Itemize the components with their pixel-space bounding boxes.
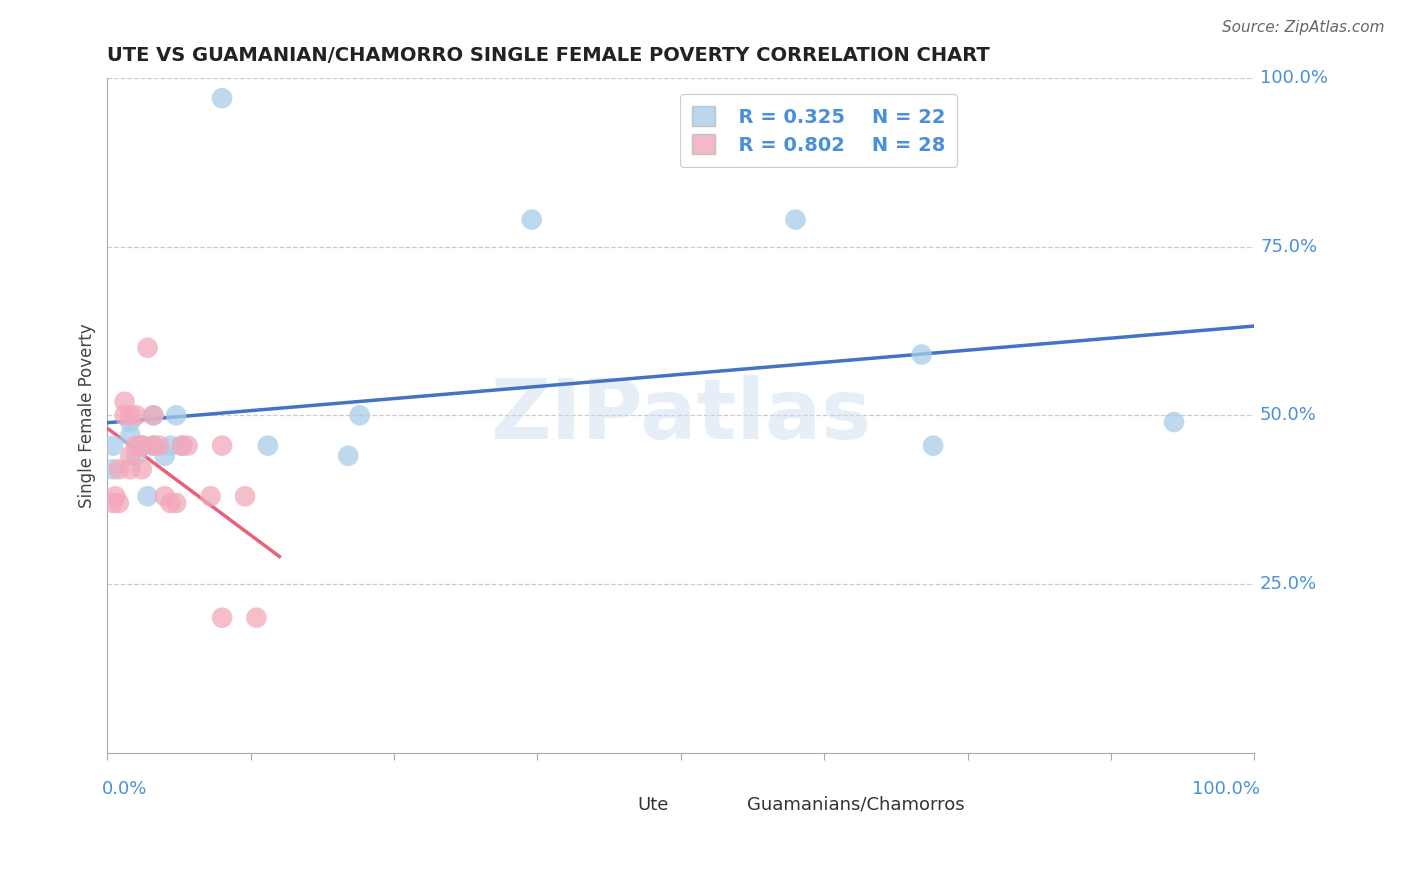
Point: [159, 439, 181, 453]
Point: [136, 341, 159, 355]
Point: [349, 409, 371, 423]
Y-axis label: Single Female Poverty: Single Female Poverty: [79, 323, 96, 508]
Point: [337, 449, 360, 463]
FancyBboxPatch shape: [589, 790, 636, 819]
Text: 25.0%: 25.0%: [1260, 575, 1317, 593]
Point: [120, 415, 142, 429]
Point: [131, 439, 153, 453]
Point: [131, 439, 153, 453]
Point: [170, 439, 193, 453]
Point: [170, 439, 193, 453]
Point: [120, 409, 142, 423]
Text: ZIPatlas: ZIPatlas: [491, 375, 872, 456]
Point: [165, 409, 187, 423]
Point: [211, 91, 233, 105]
Text: 75.0%: 75.0%: [1260, 237, 1317, 256]
Point: [108, 496, 131, 510]
Text: 0.0%: 0.0%: [101, 780, 148, 797]
Point: [153, 449, 176, 463]
Legend:   R = 0.325    N = 22,   R = 0.802    N = 28: R = 0.325 N = 22, R = 0.802 N = 28: [681, 95, 957, 167]
Text: Source: ZipAtlas.com: Source: ZipAtlas.com: [1222, 20, 1385, 35]
Point: [136, 489, 159, 503]
Point: [153, 489, 176, 503]
Point: [142, 439, 165, 453]
Point: [233, 489, 256, 503]
Point: [1163, 415, 1185, 429]
Point: [245, 611, 267, 625]
Point: [142, 409, 165, 423]
Point: [104, 489, 127, 503]
Point: [101, 496, 124, 510]
Text: Ute: Ute: [637, 796, 669, 814]
Text: 100.0%: 100.0%: [1260, 69, 1329, 87]
Text: 50.0%: 50.0%: [1260, 406, 1317, 425]
Point: [114, 409, 136, 423]
Point: [131, 439, 153, 453]
Point: [165, 496, 187, 510]
Point: [200, 489, 222, 503]
Point: [125, 439, 148, 453]
FancyBboxPatch shape: [697, 790, 744, 819]
Text: UTE VS GUAMANIAN/CHAMORRO SINGLE FEMALE POVERTY CORRELATION CHART: UTE VS GUAMANIAN/CHAMORRO SINGLE FEMALE …: [107, 46, 990, 65]
Point: [120, 428, 142, 442]
Point: [120, 462, 142, 476]
Text: Guamanians/Chamorros: Guamanians/Chamorros: [748, 796, 965, 814]
Point: [101, 439, 124, 453]
Text: 100.0%: 100.0%: [1192, 780, 1260, 797]
Point: [159, 496, 181, 510]
Point: [125, 409, 148, 423]
Point: [911, 347, 934, 361]
Point: [520, 212, 543, 227]
Point: [142, 409, 165, 423]
Point: [125, 449, 148, 463]
Point: [108, 462, 131, 476]
Point: [114, 394, 136, 409]
Point: [148, 439, 170, 453]
Point: [120, 449, 142, 463]
Point: [211, 439, 233, 453]
Point: [101, 462, 124, 476]
Point: [142, 439, 165, 453]
Point: [785, 212, 807, 227]
Point: [176, 439, 198, 453]
Point: [257, 439, 280, 453]
Point: [211, 611, 233, 625]
Point: [922, 439, 945, 453]
Point: [131, 462, 153, 476]
